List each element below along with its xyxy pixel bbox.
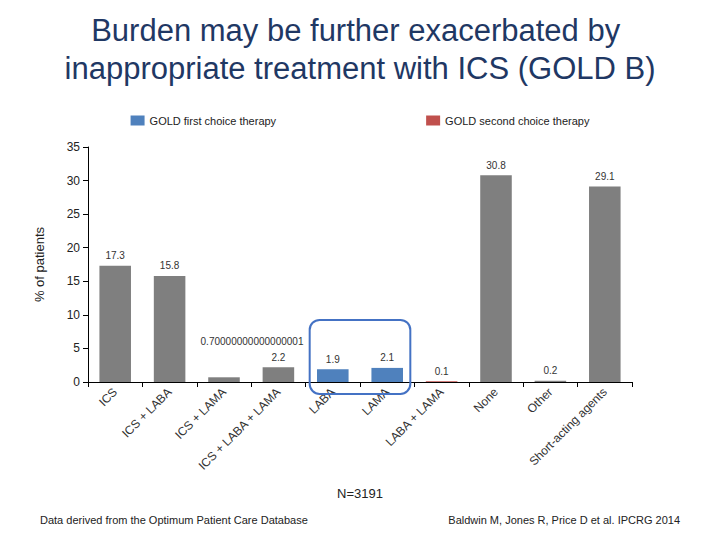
svg-text:Baldwin M, Jones R, Price D et: Baldwin M, Jones R, Price D et al. IPCRG… [448, 514, 680, 526]
svg-text:inappropriate treatment with I: inappropriate treatment with ICS (GOLD B… [65, 51, 656, 86]
svg-text:ICS + LABA: ICS + LABA [119, 385, 174, 440]
svg-text:29.1: 29.1 [595, 171, 615, 182]
svg-text:20: 20 [67, 241, 81, 255]
svg-text:Burden may be further exacerba: Burden may be further exacerbated by [91, 13, 629, 48]
svg-text:0: 0 [73, 375, 80, 389]
svg-text:LABA + LAMA: LABA + LAMA [382, 385, 447, 449]
svg-text:30: 30 [67, 174, 81, 188]
svg-text:% of patients: % of patients [32, 226, 47, 302]
svg-text:15: 15 [67, 274, 81, 288]
svg-text:2.2: 2.2 [271, 352, 285, 363]
svg-text:LABA: LABA [306, 385, 338, 417]
svg-text:ICS: ICS [96, 385, 120, 409]
svg-text:Other: Other [524, 385, 555, 416]
svg-text:Data derived from the Optimum: Data derived from the Optimum Patient Ca… [40, 514, 308, 526]
svg-text:ICS + LABA + LAMA: ICS + LABA + LAMA [196, 385, 284, 473]
svg-text:None: None [471, 385, 501, 415]
svg-text:0.70000000000000001: 0.70000000000000001 [201, 336, 304, 347]
svg-text:N=3191: N=3191 [337, 486, 383, 501]
svg-text:0.2: 0.2 [543, 365, 557, 376]
svg-text:5: 5 [73, 341, 80, 355]
svg-text:0.1: 0.1 [435, 366, 449, 377]
svg-text:ICS + LAMA: ICS + LAMA [172, 385, 229, 442]
svg-text:30.8: 30.8 [486, 160, 506, 171]
svg-text:10: 10 [67, 308, 81, 322]
svg-text:GOLD first choice therapy: GOLD first choice therapy [150, 115, 277, 127]
svg-text:15.8: 15.8 [160, 260, 180, 271]
svg-text:GOLD second choice therapy: GOLD second choice therapy [445, 115, 590, 127]
svg-text:2.1: 2.1 [380, 352, 394, 363]
svg-text:17.3: 17.3 [105, 250, 125, 261]
svg-text:25: 25 [67, 207, 81, 221]
svg-text:LAMA: LAMA [359, 385, 392, 418]
svg-text:1.9: 1.9 [326, 354, 340, 365]
svg-text:35: 35 [67, 140, 81, 154]
svg-text:Short-acting agents: Short-acting agents [526, 385, 609, 468]
